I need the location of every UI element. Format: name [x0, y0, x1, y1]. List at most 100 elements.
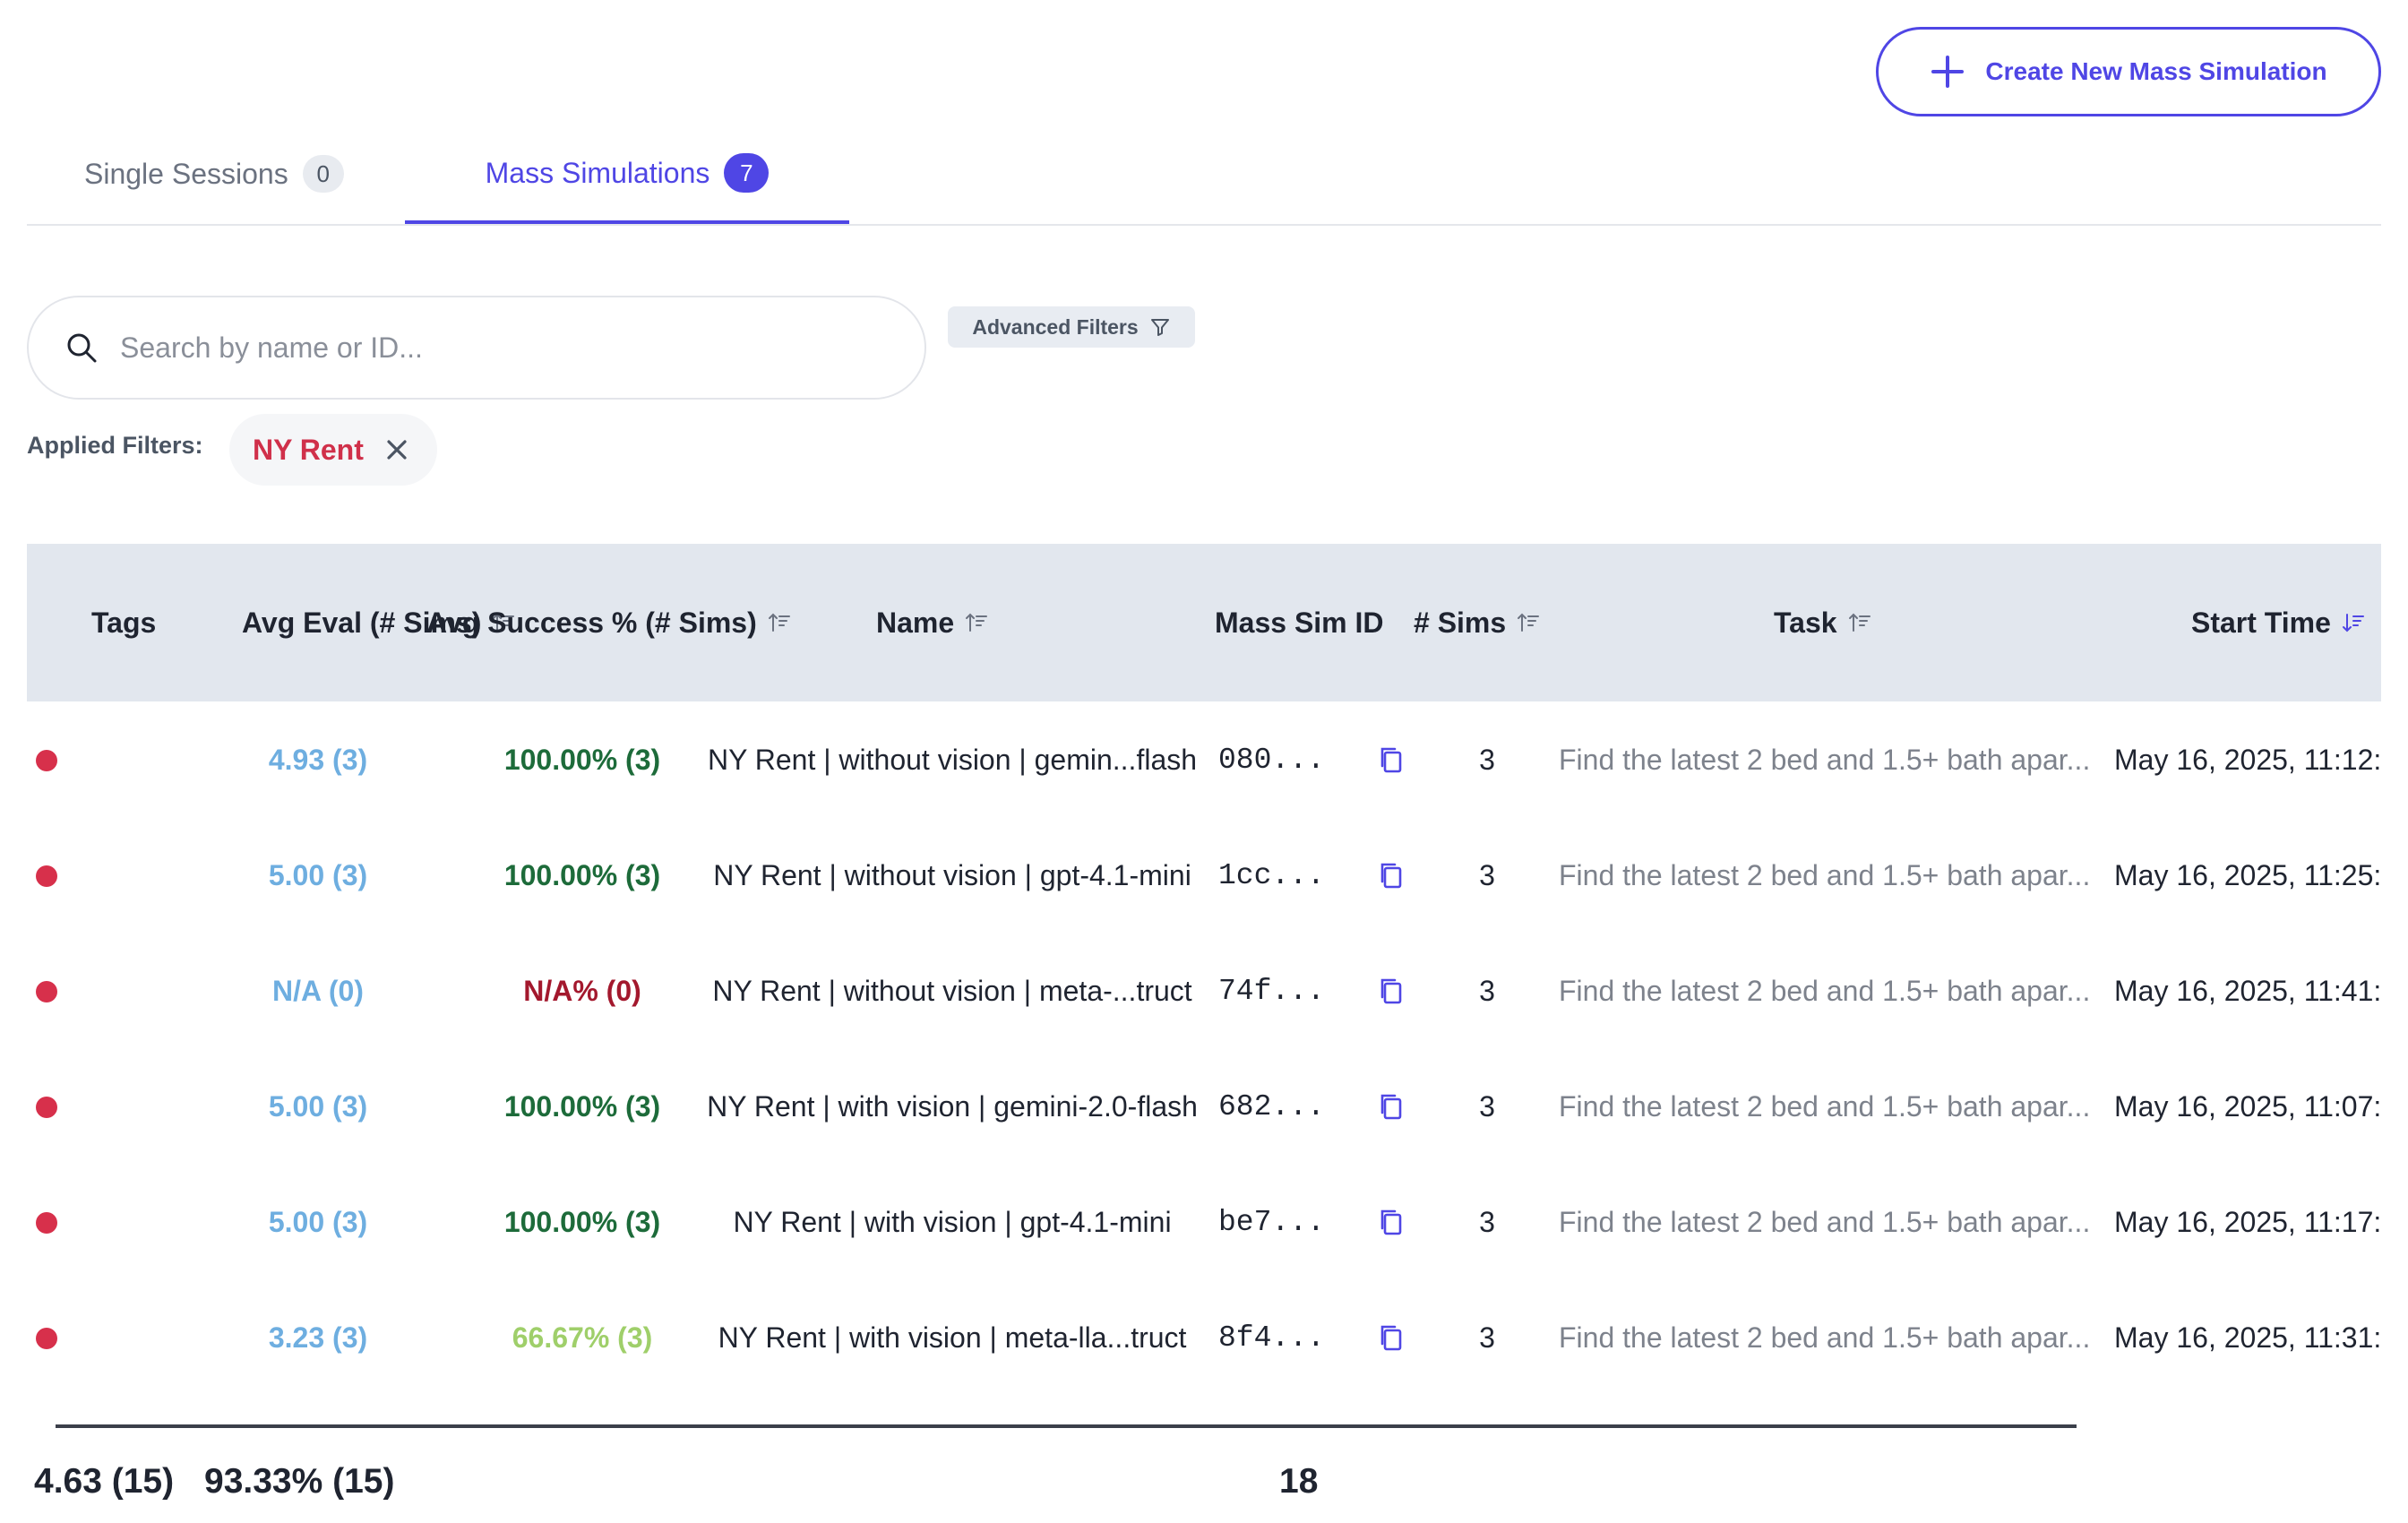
task-cell: Find the latest 2 bed and 1.5+ bath apar…	[1559, 1205, 2091, 1238]
mass-sim-id-cell: be7...	[1218, 1205, 1325, 1239]
sort-icon[interactable]	[1517, 611, 1540, 634]
avg-success-cell: N/A% (0)	[523, 974, 641, 1007]
create-button-label: Create New Mass Simulation	[1985, 57, 2327, 85]
table-row[interactable]: 4.93 (3) 100.00% (3) NY Rent | without vis…	[27, 702, 2381, 817]
copy-id-button[interactable]	[1376, 702, 1412, 817]
create-mass-simulation-button[interactable]: Create New Mass Simulation	[1876, 27, 2381, 116]
mass-sim-id-cell: 080...	[1218, 743, 1325, 777]
task-cell: Find the latest 2 bed and 1.5+ bath apar…	[1559, 974, 2091, 1007]
copy-icon	[1380, 1094, 1402, 1120]
name-cell: NY Rent | with vision | meta-lla...truct	[718, 1321, 1187, 1354]
start-time-cell: May 16, 2025, 11:17:5	[2114, 1205, 2381, 1238]
tab-bar: Single Sessions 0 Mass Simulations 7	[27, 125, 2381, 226]
copy-icon	[1380, 1325, 1402, 1351]
sims-cell: 3	[1479, 974, 1495, 1007]
table-row[interactable]: 5.00 (3) 100.00% (3) NY Rent | with vision…	[27, 1165, 2381, 1279]
column-sublabel: (# Sims)	[645, 607, 757, 639]
search-input[interactable]	[118, 330, 910, 366]
sims-cell: 3	[1479, 743, 1495, 776]
copy-id-button[interactable]	[1376, 1165, 1412, 1279]
start-time-cell: May 16, 2025, 11:07:	[2114, 1089, 2381, 1123]
task-cell: Find the latest 2 bed and 1.5+ bath apar…	[1559, 1321, 2091, 1354]
column-label: Start Time	[2191, 606, 2331, 639]
sort-icon[interactable]	[768, 611, 791, 634]
advanced-filters-button[interactable]: Advanced Filters	[948, 306, 1195, 348]
column-label: Tags	[91, 606, 157, 639]
name-cell: NY Rent | without vision | meta-...truct	[712, 974, 1192, 1007]
name-cell: NY Rent | with vision | gpt-4.1-mini	[733, 1205, 1172, 1238]
table-row[interactable]: 5.00 (3) 100.00% (3) NY Rent | with vision…	[27, 1049, 2381, 1164]
copy-icon	[1380, 747, 1402, 773]
column-header-avg-eval[interactable]: Avg Eval (# Sims)	[242, 544, 515, 701]
column-header-avg-success[interactable]: Avg Success % (# Sims)	[426, 544, 791, 701]
tab-mass-simulations[interactable]: Mass Simulations 7	[405, 125, 849, 224]
sims-cell: 3	[1479, 1321, 1495, 1354]
tab-label: Single Sessions	[84, 157, 288, 190]
sort-icon[interactable]	[1848, 611, 1871, 634]
column-header-task[interactable]: Task	[1774, 544, 1871, 701]
table-row[interactable]: N/A (0) N/A% (0) NY Rent | without vision …	[27, 934, 2381, 1048]
avg-eval-cell: N/A (0)	[272, 974, 364, 1007]
avg-eval-cell: 5.00 (3)	[268, 1205, 368, 1238]
column-label: Avg Success %	[426, 607, 638, 639]
tag-dot	[36, 865, 57, 887]
avg-success-cell: 100.00% (3)	[503, 1089, 661, 1123]
tab-single-sessions[interactable]: Single Sessions 0	[84, 125, 344, 222]
column-header-start-time[interactable]: Start Time	[2191, 544, 2365, 701]
count-badge: 0	[302, 155, 344, 193]
name-cell: NY Rent | without vision | gpt-4.1-mini	[713, 858, 1191, 891]
filter-chip-label: NY Rent	[253, 433, 364, 466]
avg-success-cell: 100.00% (3)	[503, 1205, 661, 1238]
sort-icon[interactable]	[965, 611, 988, 634]
avg-eval-cell: 4.93 (3)	[268, 743, 368, 776]
column-header-tags[interactable]: Tags	[91, 544, 156, 701]
footer-avg-eval: 4.63 (15)	[34, 1462, 175, 1501]
copy-icon	[1380, 863, 1402, 889]
avg-eval-cell: 3.23 (3)	[268, 1321, 368, 1354]
applied-filters-label: Applied Filters:	[27, 432, 203, 459]
search-box	[27, 296, 926, 400]
search-icon	[67, 333, 97, 363]
copy-id-button[interactable]	[1376, 818, 1412, 933]
tag-dot	[36, 1212, 57, 1234]
column-label: Mass Sim ID	[1215, 606, 1384, 639]
sims-cell: 3	[1479, 1205, 1495, 1238]
mass-sim-id-cell: 74f...	[1218, 974, 1325, 1008]
name-cell: NY Rent | with vision | gemini-2.0-flash	[707, 1089, 1198, 1123]
tag-dot	[36, 1097, 57, 1118]
sort-icon[interactable]	[492, 611, 515, 634]
count-badge: 7	[724, 153, 770, 193]
footer-total-sims: 18	[1279, 1462, 1319, 1501]
task-cell: Find the latest 2 bed and 1.5+ bath apar…	[1559, 1089, 2091, 1123]
copy-id-button[interactable]	[1376, 934, 1412, 1048]
close-icon[interactable]	[383, 436, 410, 463]
copy-id-button[interactable]	[1376, 1280, 1412, 1395]
column-sublabel: (# Sims)	[369, 607, 482, 639]
sims-cell: 3	[1479, 1089, 1495, 1123]
tag-dot	[36, 750, 57, 771]
column-label: Name	[876, 606, 955, 639]
sims-cell: 3	[1479, 858, 1495, 891]
table-row[interactable]: 5.00 (3) 100.00% (3) NY Rent | without vis…	[27, 818, 2381, 933]
name-cell: NY Rent | without vision | gemin...flash	[707, 743, 1198, 776]
avg-success-cell: 100.00% (3)	[503, 743, 661, 776]
tab-label: Mass Simulations	[485, 156, 710, 189]
sort-desc-icon[interactable]	[2342, 611, 2365, 634]
mass-sim-id-cell: 682...	[1218, 1089, 1325, 1123]
tag-dot	[36, 981, 57, 1002]
table-row[interactable]: 3.23 (3) 66.67% (3) NY Rent | with vision …	[27, 1280, 2381, 1395]
column-label: Task	[1774, 606, 1837, 639]
avg-success-cell: 66.67% (3)	[512, 1321, 653, 1354]
column-label: # Sims	[1414, 606, 1507, 639]
advanced-filters-label: Advanced Filters	[972, 314, 1139, 339]
copy-icon	[1380, 1209, 1402, 1235]
copy-icon	[1380, 978, 1402, 1004]
column-header-mass-sim-id: Mass Sim ID	[1215, 544, 1384, 701]
mass-sim-id-cell: 8f4...	[1218, 1321, 1325, 1355]
start-time-cell: May 16, 2025, 11:12:5	[2114, 743, 2381, 776]
filter-funnel-icon	[1150, 319, 1169, 336]
start-time-cell: May 16, 2025, 11:31:(	[2114, 1321, 2381, 1354]
column-header-name[interactable]: Name	[876, 544, 988, 701]
copy-id-button[interactable]	[1376, 1049, 1412, 1164]
column-header-sims[interactable]: # Sims	[1414, 544, 1540, 701]
